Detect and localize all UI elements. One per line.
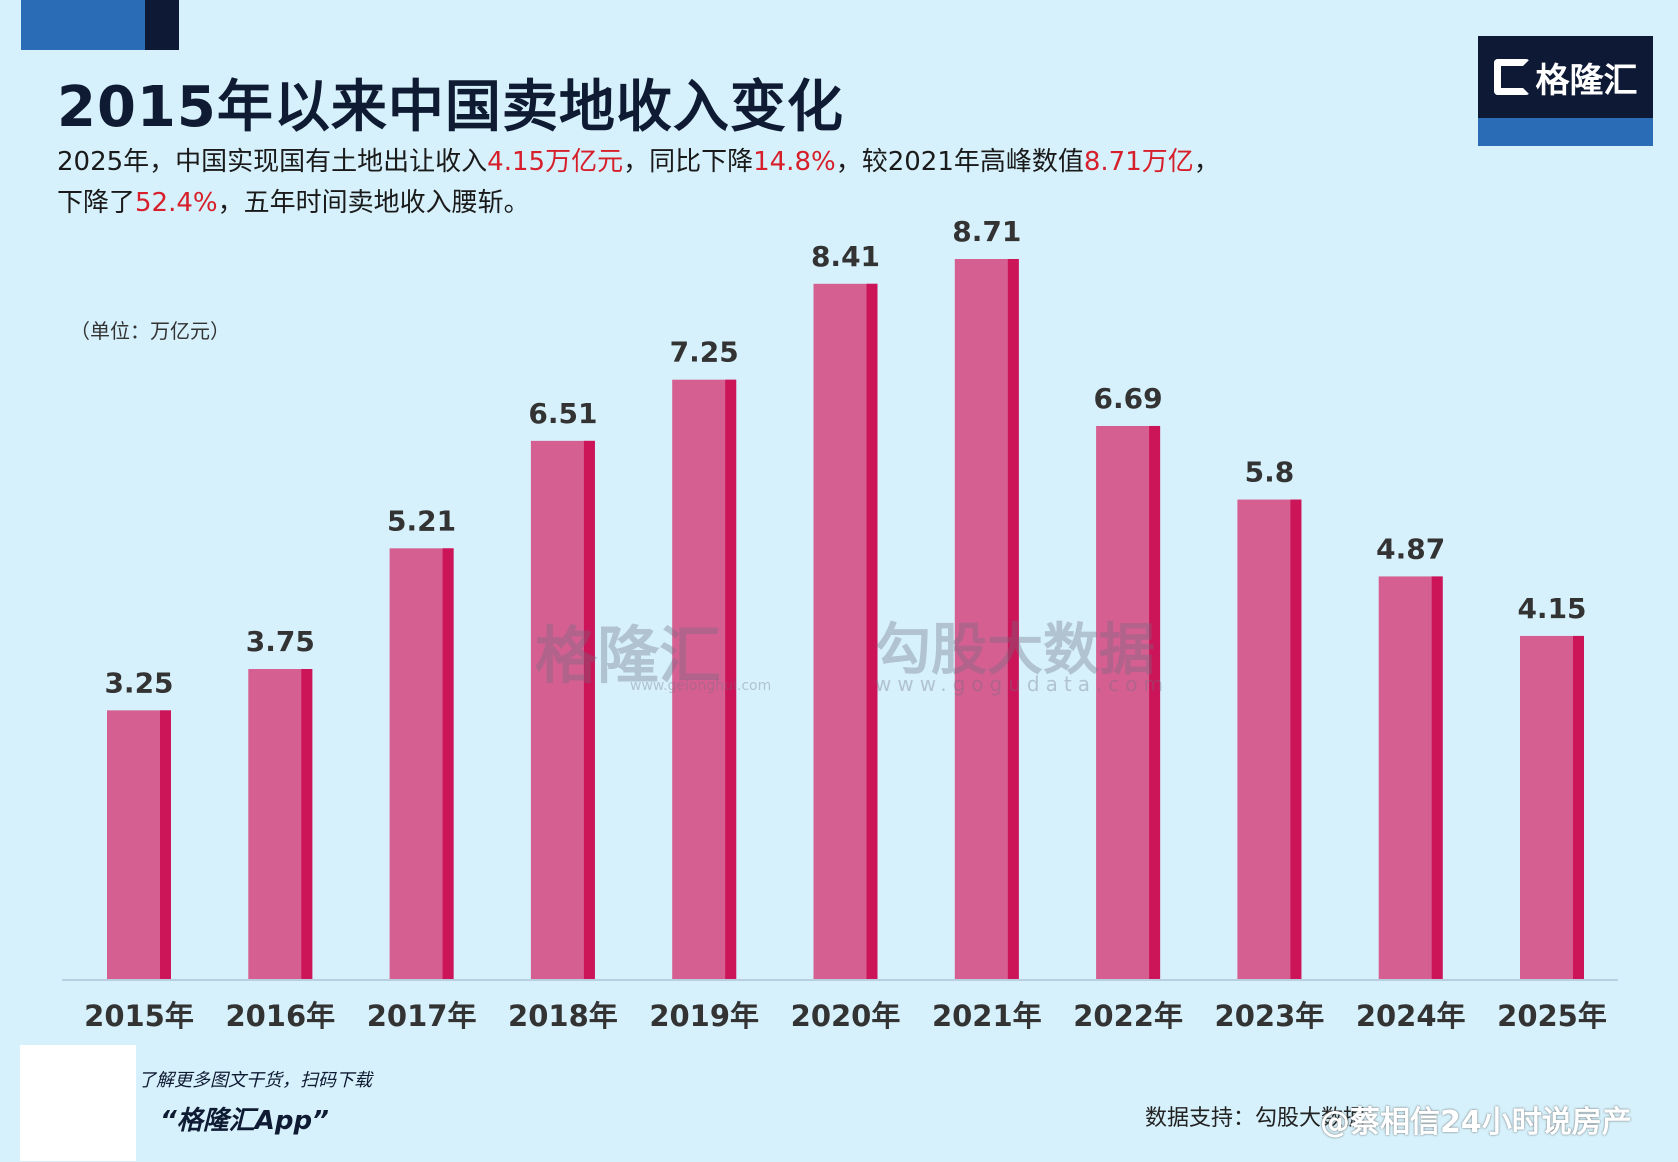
data-label: 4.15: [1517, 592, 1586, 625]
x-tick-label: 2015年: [84, 999, 194, 1033]
subtitle-text: 2025年，中国实现国有土地出让收入: [57, 147, 488, 177]
x-tick-label: 2017年: [367, 999, 477, 1033]
watermark-gelonghui: 格隆汇: [535, 619, 722, 692]
subtitle-text: ，较2021年高峰数值: [835, 147, 1084, 177]
highlight-value: 14.8%: [753, 147, 836, 177]
header-accent-bar-dark: [145, 0, 179, 50]
bar-edge: [866, 283, 878, 979]
subtitle-line-2: 下降了52.4%，五年时间卖地收入腰斩。: [57, 183, 1397, 224]
g-logo-icon: [1493, 59, 1530, 95]
bar-edge: [583, 440, 595, 979]
app-name: “格隆汇App”: [160, 1106, 329, 1136]
bar-edge: [301, 669, 313, 979]
data-source: 数据支持：勾股大数据: [1145, 1106, 1366, 1131]
unit-label: （单位：万亿元）: [70, 319, 230, 343]
data-label: 4.87: [1376, 532, 1445, 565]
x-tick-label: 2019年: [649, 999, 759, 1033]
x-tick-label: 2020年: [791, 999, 901, 1033]
weibo-watermark: @蔡相信24小时说房产: [1320, 1105, 1632, 1140]
x-tick-label: 2021年: [932, 999, 1042, 1033]
bar-edge: [442, 548, 454, 979]
x-tick-label: 2022年: [1073, 999, 1183, 1033]
bar-edge: [160, 710, 171, 979]
qr-code: [20, 1045, 136, 1161]
qr-caption: 了解更多图文干货，扫码下载: [138, 1070, 372, 1091]
gelonghui-logo: 格隆汇: [1478, 36, 1653, 146]
bar-edge: [1007, 259, 1019, 979]
highlight-value: 52.4%: [135, 188, 218, 218]
bar-edge: [725, 379, 737, 980]
data-label: 5.21: [387, 504, 456, 537]
watermark-gogudata: 勾股大数据: [875, 618, 1155, 683]
data-label: 6.69: [1094, 382, 1163, 415]
subtitle-text: ，同比下降: [623, 147, 754, 177]
chart-subtitle: 2025年，中国实现国有土地出让收入4.15万亿元，同比下降14.8%，较202…: [57, 142, 1397, 224]
subtitle-text: ，: [1193, 147, 1220, 177]
subtitle-text: 下降了: [57, 188, 136, 218]
data-label: 8.71: [952, 215, 1021, 248]
logo-text: 格隆汇: [1535, 60, 1638, 101]
x-tick-label: 2024年: [1356, 999, 1466, 1033]
x-tick-label: 2018年: [508, 999, 618, 1033]
bar-edge: [1573, 635, 1584, 979]
data-label: 6.51: [528, 397, 597, 430]
subtitle-text: ，五年时间卖地收入腰斩。: [217, 188, 530, 218]
bar-edge: [1290, 499, 1302, 979]
x-tick-label: 2025年: [1497, 999, 1607, 1033]
x-tick-label: 2016年: [225, 999, 335, 1033]
data-label: 8.41: [811, 240, 880, 273]
chart-title: 2015年以来中国卖地收入变化: [57, 75, 844, 140]
data-label: 3.25: [104, 666, 173, 699]
subtitle-line-1: 2025年，中国实现国有土地出让收入4.15万亿元，同比下降14.8%，较202…: [57, 142, 1397, 183]
bar-edge: [1149, 425, 1161, 979]
watermark-gogudata-url: www.gogudata.com: [875, 672, 1170, 696]
header-accent-bar: [21, 0, 145, 50]
data-label: 7.25: [670, 336, 739, 369]
bar-edge: [1431, 576, 1443, 979]
data-label: 3.75: [246, 625, 315, 658]
data-label: 5.8: [1245, 456, 1295, 489]
highlight-value: 8.71万亿: [1083, 147, 1194, 177]
x-tick-label: 2023年: [1215, 999, 1325, 1033]
highlight-value: 4.15万亿元: [487, 147, 624, 177]
watermark-gelonghui-url: www.gelonghui.com: [630, 678, 772, 694]
